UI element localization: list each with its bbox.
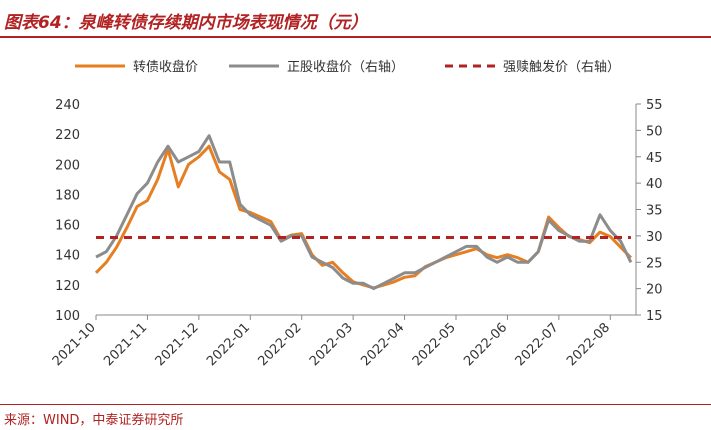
x-axis-tick-label: 2021-11 — [101, 320, 150, 369]
x-axis-tick-label: 2022-08 — [564, 320, 613, 369]
legend-label-stock: 正股收盘价（右轴） — [287, 59, 404, 75]
x-axis-tick-label: 2022-06 — [461, 320, 510, 369]
x-axis: 2021-10 2021-11 2021-12 2022-01 2022-02 2022-… — [50, 315, 613, 369]
left-axis-tick-label: 180 — [55, 188, 80, 203]
right-axis-tick-label: 15 — [646, 309, 663, 324]
left-axis: 100 120 140 160 180 200 220 240 — [55, 98, 80, 324]
left-axis-tick-label: 200 — [55, 158, 80, 173]
right-axis-tick-label: 45 — [646, 151, 663, 166]
x-axis-tick-label: 2021-12 — [153, 320, 202, 369]
right-axis-tick-label: 50 — [646, 124, 663, 139]
series-line-convertible — [94, 144, 632, 290]
right-axis-tick-label: 30 — [646, 230, 663, 245]
left-axis-tick-label: 160 — [55, 219, 80, 234]
right-axis-tick-label: 55 — [646, 98, 663, 113]
series-line-stock — [95, 134, 633, 291]
x-axis-tick-label: 2021-10 — [50, 320, 99, 369]
x-axis-tick-label: 2022-03 — [307, 320, 356, 369]
series-layer — [94, 134, 633, 291]
right-axis-tick-label: 20 — [646, 283, 663, 298]
left-axis-tick-label: 220 — [55, 128, 80, 143]
x-axis-tick-label: 2022-01 — [204, 320, 253, 369]
legend-label-convertible: 转债收盘价 — [133, 59, 198, 75]
x-axis-tick-label: 2022-04 — [358, 320, 407, 369]
x-axis-tick-label: 2022-07 — [513, 320, 562, 369]
left-axis-tick-label: 240 — [55, 98, 80, 113]
left-axis-tick-label: 100 — [55, 309, 80, 324]
right-axis-tick-label: 40 — [646, 177, 663, 192]
x-axis-tick-label: 2022-02 — [256, 320, 305, 369]
legend: 转债收盘价 正股收盘价（右轴） 强赎触发价（右轴） — [75, 59, 620, 75]
left-axis-tick-label: 120 — [55, 279, 80, 294]
chart-title: 图表64：泉峰转债存续期内市场表现情况（元） — [4, 13, 368, 33]
line-chart: 转债收盘价 正股收盘价（右轴） 强赎触发价（右轴） 100 120 140 160 18… — [50, 59, 663, 369]
right-axis-tick-label: 35 — [646, 204, 663, 219]
title-divider — [0, 36, 711, 38]
right-axis: 15 20 25 30 35 40 45 50 55 — [636, 98, 663, 324]
legend-label-trigger: 强赎触发价（右轴） — [503, 59, 620, 75]
left-axis-tick-label: 140 — [55, 249, 80, 264]
right-axis-tick-label: 25 — [646, 256, 663, 271]
source-note: 来源：WIND，中泰证券研究所 — [4, 413, 184, 428]
footer-divider — [0, 404, 711, 405]
x-axis-tick-label: 2022-05 — [410, 320, 459, 369]
